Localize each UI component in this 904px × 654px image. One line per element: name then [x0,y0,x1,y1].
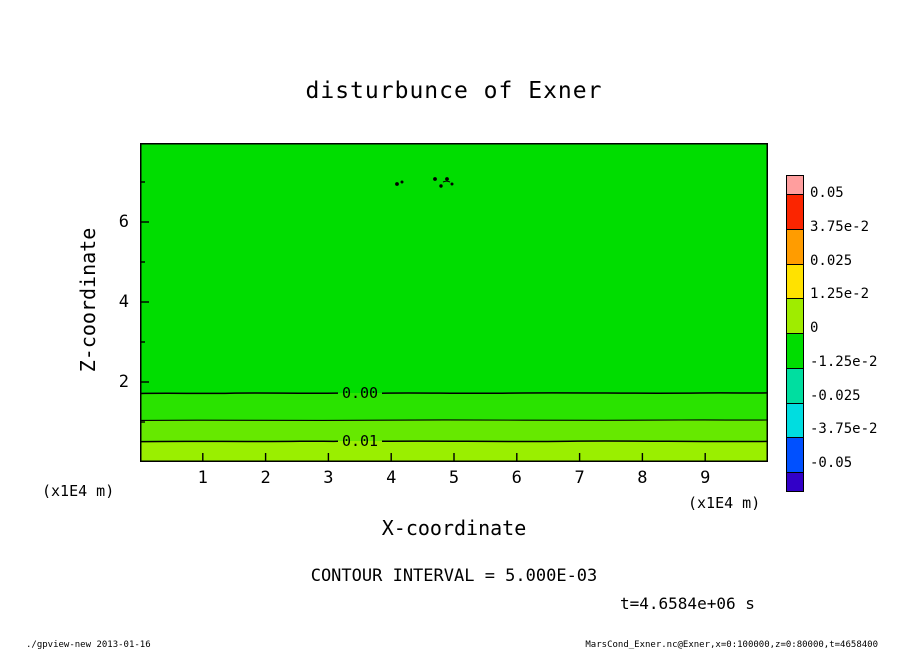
x-axis-tick-label: 5 [448,468,460,488]
z-axis-tick-label: 2 [118,372,129,392]
x-axis-label: X-coordinate [381,516,527,540]
fill-band-light-green [140,393,768,420]
fill-band-lime [140,441,768,462]
contour-label-0.01: 0.01 [342,432,378,450]
colorbar-cell [787,263,803,299]
colorbar [786,175,804,492]
x-axis-tick-label: 4 [386,468,397,488]
x-axis-tick-label: 9 [700,468,711,488]
colorbar-cell [787,194,803,229]
colorbar-label: -0.025 [810,387,861,404]
x-axis-unit: (x1E4 m) [688,494,761,512]
x-axis-tick-label: 6 [511,468,522,488]
fill-band-yellow-green [140,420,768,441]
fill-band-green [140,143,768,393]
colorbar-label: 3.75e-2 [810,218,870,235]
footer-right: MarsCond_Exner.nc@Exner,x=0:100000,z=0:8… [585,640,878,650]
plot-frame [140,143,768,462]
colorbar-label: 1.25e-2 [810,286,870,303]
contour-label-0.00: 0.00 [342,384,378,402]
contour-plot-canvas: 0.00 0.01 [139,143,769,462]
colorbar-label: -3.75e-2 [810,421,878,438]
x-axis-tick-label: 3 [323,468,334,488]
colorbar-cell [787,176,803,194]
x-axis-tick-label: 2 [260,468,271,488]
colorbar-label: -0.05 [810,455,853,471]
colorbar-label: -1.25e-2 [810,353,878,370]
plot-area: 0.00 0.01 [139,143,769,462]
contour-interval-text: CONTOUR INTERVAL = 5.000E-03 [310,566,598,586]
time-label: t=4.6584e+06 s [620,594,755,613]
x-axis-tick-label: 8 [637,468,648,488]
z-axis-label: Z-coordinate [76,227,100,373]
colorbar-label: 0.05 [810,185,844,201]
colorbar-cell [787,333,803,368]
x-axis-tick-label: 7 [574,468,585,488]
contour-line-0.005 [139,419,769,422]
x-axis-tick-label: 1 [197,468,208,488]
colorbar-cell [787,402,803,438]
colorbar-label: 0.025 [810,252,853,269]
plot-title: disturbunce of Exner [305,78,603,104]
z-axis-unit: (x1E4 m) [42,482,115,500]
colorbar-cell [787,472,803,491]
colorbar-label: 0 [810,320,819,336]
contour-line-0.01 [139,440,769,443]
z-axis-tick-label: 6 [118,212,129,232]
colorbar-cell [787,228,803,264]
colorbar-cell [787,367,803,403]
colorbar-cell [787,437,803,472]
contour-line-0.00 [139,392,769,395]
footer-left: ./gpview-new 2013-01-16 [26,640,151,650]
speck-contours [395,177,454,188]
colorbar-cell [787,298,803,333]
z-axis-tick-label: 4 [118,292,129,312]
